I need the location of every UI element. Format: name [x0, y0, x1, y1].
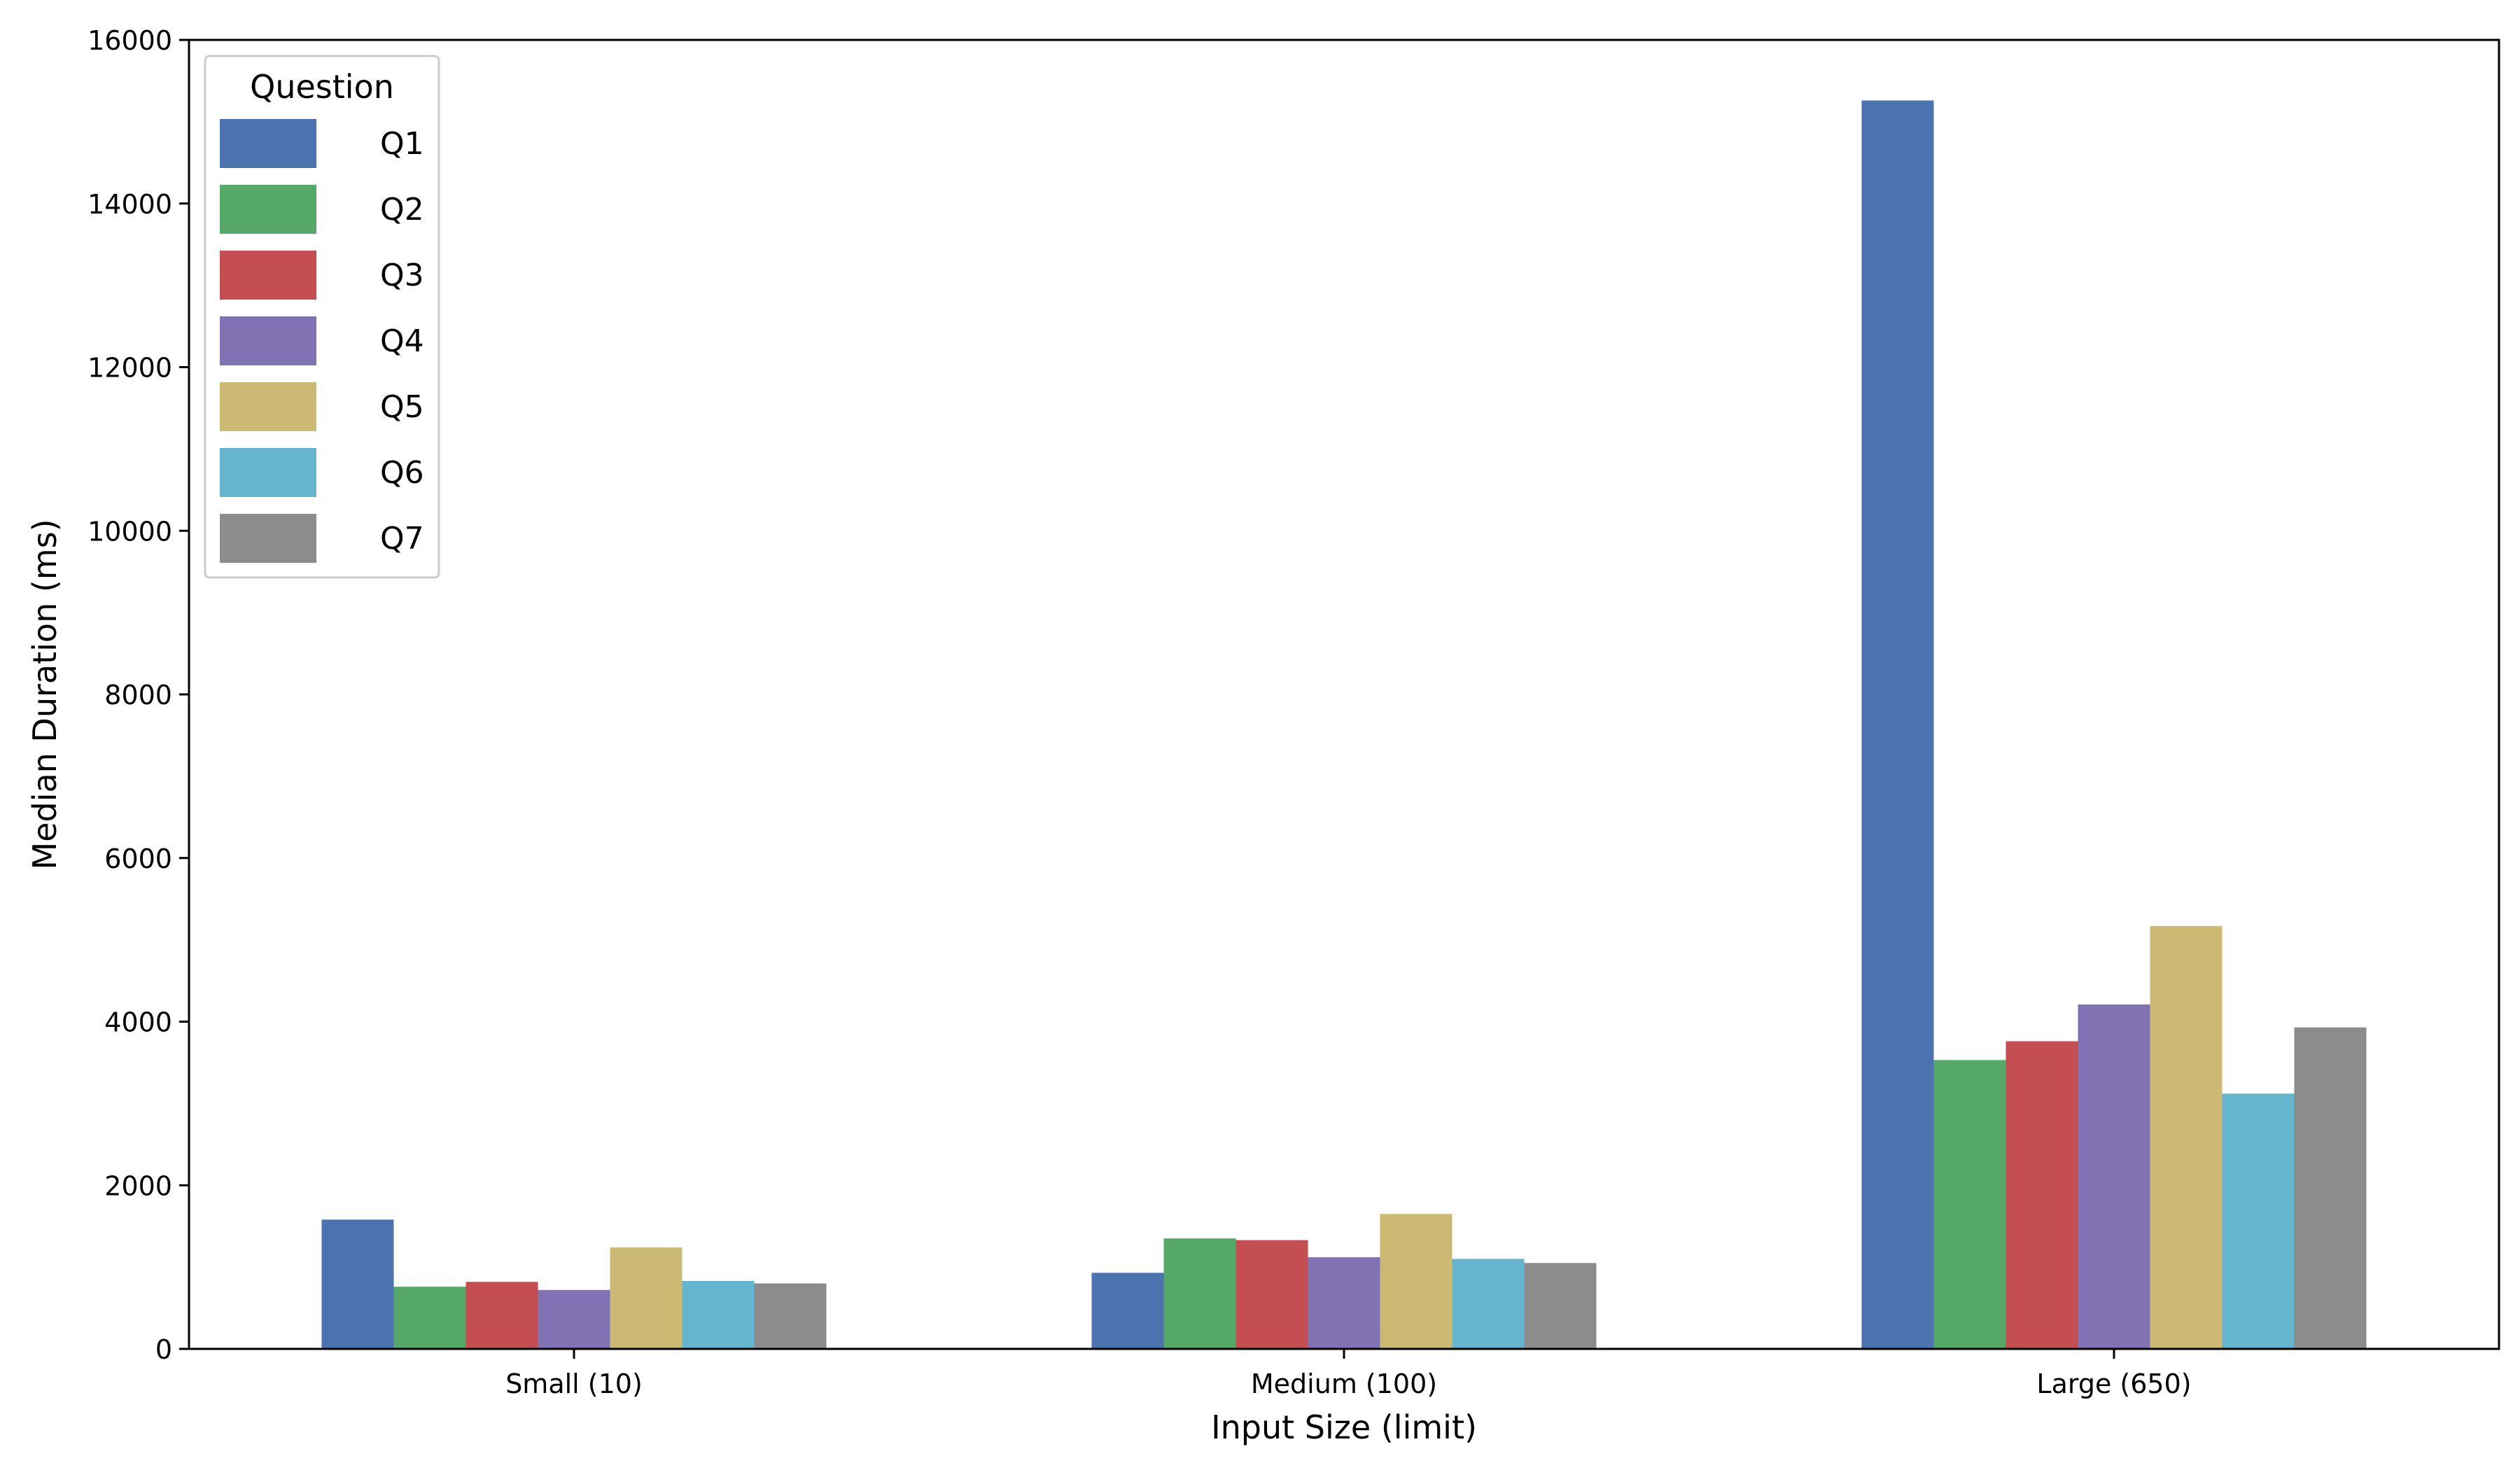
- y-tick-label: 12000: [88, 353, 172, 384]
- legend-swatch-q5: [220, 382, 316, 431]
- bar-q3-1: [465, 1282, 538, 1349]
- legend-swatch-q4: [220, 316, 316, 365]
- legend: Question Q1 Q2 Q3 Q4 Q5 Q6 Q7: [204, 55, 440, 579]
- x-tick-label: Small (10): [505, 1368, 643, 1399]
- bar-q5-1: [610, 1247, 682, 1349]
- y-axis-label: Median Duration (ms): [26, 519, 64, 869]
- bar-q7-3: [2294, 1027, 2367, 1349]
- legend-swatch-q1: [220, 119, 316, 168]
- legend-label-q7: Q7: [380, 521, 424, 556]
- bar-q7-2: [1524, 1263, 1597, 1349]
- bar-q6-2: [1452, 1259, 1525, 1349]
- legend-swatch-q3: [220, 251, 316, 300]
- y-tick-label: 8000: [104, 680, 172, 710]
- y-tick-label: 4000: [104, 1007, 172, 1038]
- bar-q1-3: [1861, 100, 1934, 1349]
- bar-q1-2: [1091, 1273, 1164, 1349]
- legend-label-q2: Q2: [380, 192, 424, 227]
- y-tick-label: 6000: [104, 844, 172, 874]
- bar-q6-3: [2222, 1093, 2295, 1349]
- bar-q4-1: [538, 1289, 610, 1349]
- bar-q2-1: [393, 1287, 466, 1349]
- bar-q1-1: [321, 1219, 394, 1349]
- legend-label-q4: Q4: [380, 323, 424, 359]
- x-axis-label: Input Size (limit): [1211, 1408, 1477, 1446]
- bar-q5-3: [2150, 925, 2222, 1349]
- y-tick-label: 2000: [104, 1170, 172, 1201]
- bar-q3-2: [1236, 1240, 1308, 1349]
- bar-q3-3: [2005, 1041, 2078, 1349]
- bar-q6-1: [682, 1281, 755, 1349]
- x-tick-label: Medium (100): [1251, 1368, 1437, 1399]
- legend-label-q6: Q6: [380, 455, 424, 491]
- legend-swatch-q7: [220, 514, 316, 563]
- y-tick-label: 16000: [88, 25, 172, 56]
- bars-layer: [321, 100, 2367, 1349]
- bar-q4-3: [2078, 1004, 2150, 1349]
- y-tick-label: 10000: [88, 516, 172, 547]
- bar-q5-2: [1380, 1214, 1452, 1349]
- bar-q4-2: [1308, 1257, 1380, 1349]
- y-tick-label: 14000: [88, 189, 172, 220]
- axis-labels: Input Size (limit) Median Duration (ms): [26, 519, 1477, 1446]
- x-tick-label: Large (650): [2036, 1368, 2191, 1399]
- y-tick-label: 0: [155, 1334, 172, 1365]
- axes-layer: 0 2000 4000 6000 8000 10000 12000 14000 16000 Sma…: [88, 25, 2500, 1399]
- legend-swatch-q6: [220, 448, 316, 497]
- legend-label-q1: Q1: [380, 126, 424, 162]
- bar-q2-3: [1933, 1060, 2006, 1349]
- bar-q2-2: [1163, 1238, 1236, 1349]
- bar-q7-1: [754, 1283, 827, 1349]
- legend-label-q5: Q5: [380, 389, 424, 425]
- legend-title: Question: [250, 68, 394, 106]
- legend-label-q3: Q3: [380, 258, 424, 293]
- legend-swatch-q2: [220, 185, 316, 234]
